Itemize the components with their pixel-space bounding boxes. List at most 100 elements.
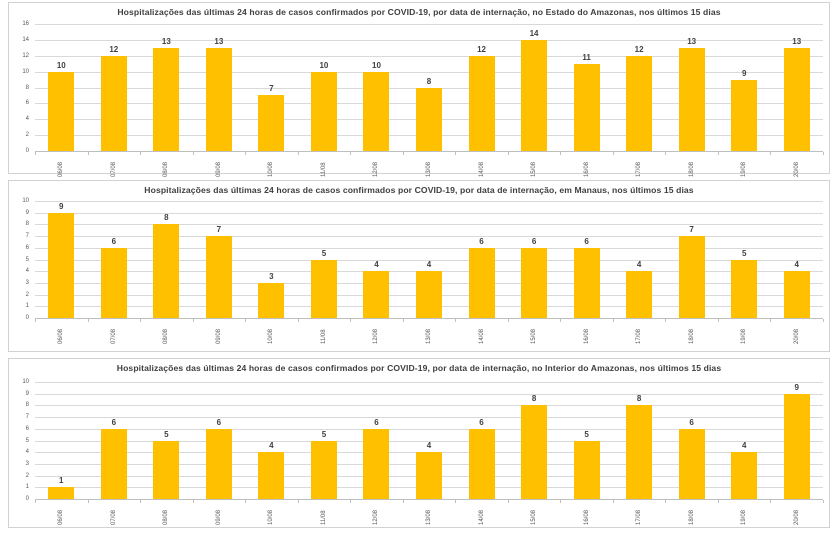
bar-value-label: 10 (372, 60, 381, 70)
gridline (35, 39, 823, 41)
bar-value-label: 5 (741, 248, 747, 258)
x-axis-category-label: 07/08 (110, 509, 117, 525)
x-axis-category-label: 10/08 (268, 161, 275, 177)
bar-value-label: 4 (269, 441, 274, 451)
bar (416, 271, 442, 318)
bar-value-label: 4 (374, 260, 379, 270)
bar-value-label: 6 (216, 417, 222, 427)
bar (626, 271, 653, 318)
bar (783, 47, 810, 151)
bar-value-label: 6 (479, 236, 484, 246)
x-axis-tick (245, 319, 247, 322)
x-axis-category-label: 09/08 (215, 161, 222, 177)
bar (258, 452, 285, 499)
x-axis-tick (297, 319, 299, 322)
bar (205, 47, 232, 151)
x-axis-tick (770, 152, 772, 155)
bar-value-label: 8 (531, 394, 537, 404)
x-axis-tick (560, 319, 562, 322)
gridline (35, 212, 823, 214)
x-axis-category-label: 08/08 (163, 509, 170, 525)
y-axis-tick-label: 1 (25, 303, 29, 310)
bar (678, 236, 705, 318)
bar-value-label: 5 (321, 248, 327, 258)
x-axis-category-label: 14/08 (478, 161, 485, 177)
y-axis-tick-label: 6 (25, 244, 29, 251)
x-axis-tick (35, 319, 36, 322)
y-axis-tick-label: 14 (22, 36, 29, 43)
bar (573, 247, 600, 318)
x-axis-category-label: 19/08 (741, 509, 748, 525)
x-axis-line (35, 318, 823, 319)
y-axis-tick-label: 7 (25, 414, 29, 421)
gridline (35, 201, 823, 202)
x-axis-tick (402, 152, 404, 155)
bar-value-label: 5 (584, 429, 589, 439)
bar-value-label: 6 (374, 417, 379, 427)
chart-panel-manaus: Hospitalizações das últimas 24 horas de … (8, 180, 830, 352)
bar-value-label: 7 (216, 225, 222, 235)
x-axis-category-label: 07/08 (110, 328, 117, 344)
bar-value-label: 14 (529, 28, 539, 38)
y-axis-tick-label: 6 (25, 100, 29, 107)
x-axis-tick (140, 152, 142, 155)
x-axis-category-label: 06/08 (58, 161, 65, 177)
y-axis-tick-label: 4 (25, 449, 29, 456)
bar-value-label: 8 (426, 76, 432, 86)
bar-value-label: 8 (164, 213, 169, 223)
x-axis-tick (823, 152, 824, 155)
x-axis-tick (823, 500, 824, 503)
y-axis-tick-label: 0 (25, 496, 29, 502)
y-axis-tick-label: 8 (25, 84, 29, 91)
x-axis-tick (455, 152, 457, 155)
gridline (35, 71, 823, 73)
x-axis-tick (140, 500, 142, 503)
bar (521, 39, 548, 151)
bar-value-label: 6 (531, 236, 537, 246)
y-axis-tick-label: 10 (22, 198, 29, 204)
gridline (35, 393, 823, 395)
x-axis-tick (245, 152, 247, 155)
bar (310, 440, 337, 499)
y-axis-tick-label: 8 (25, 221, 29, 228)
x-axis-tick (297, 500, 299, 503)
y-axis-tick-label: 16 (22, 21, 29, 27)
x-axis-category-label: 13/08 (426, 509, 432, 525)
bar (416, 87, 442, 151)
bar (363, 428, 390, 499)
bar (626, 55, 653, 151)
bar (783, 271, 810, 318)
bar-value-label: 9 (794, 382, 799, 392)
x-axis-tick (350, 500, 352, 503)
gridline (35, 440, 823, 442)
bar-value-label: 13 (161, 36, 171, 46)
bar (153, 440, 180, 499)
bar-value-label: 4 (741, 441, 747, 451)
x-axis-category-label: 11/08 (320, 162, 327, 177)
bar-value-label: 12 (634, 44, 644, 54)
x-axis-tick (612, 319, 614, 322)
x-axis-tick (87, 500, 89, 503)
x-axis-category-label: 08/08 (163, 161, 170, 177)
chart-panel-interior-amazonas: Hospitalizações das últimas 24 horas de … (8, 358, 830, 528)
gridline (35, 55, 823, 57)
bar-value-label: 10 (319, 60, 329, 70)
bar (205, 236, 232, 318)
x-axis-category-label: 07/08 (110, 161, 117, 177)
bar (100, 247, 127, 318)
bar-value-label: 4 (636, 260, 642, 270)
x-axis-tick (560, 500, 562, 503)
x-axis-category-label: 18/08 (688, 509, 695, 525)
x-axis-category-label: 08/08 (163, 328, 170, 344)
x-axis-tick (665, 152, 667, 155)
y-axis-tick-label: 0 (25, 315, 29, 321)
x-axis-category-label: 14/08 (478, 328, 485, 344)
x-axis-tick (560, 152, 562, 155)
x-axis-tick (717, 500, 719, 503)
x-axis-category-label: 20/08 (793, 161, 800, 177)
bar (363, 271, 390, 318)
gridline (35, 428, 823, 430)
x-axis-tick (87, 152, 89, 155)
x-axis-tick (455, 319, 457, 322)
y-axis-tick-label: 1 (25, 484, 29, 491)
